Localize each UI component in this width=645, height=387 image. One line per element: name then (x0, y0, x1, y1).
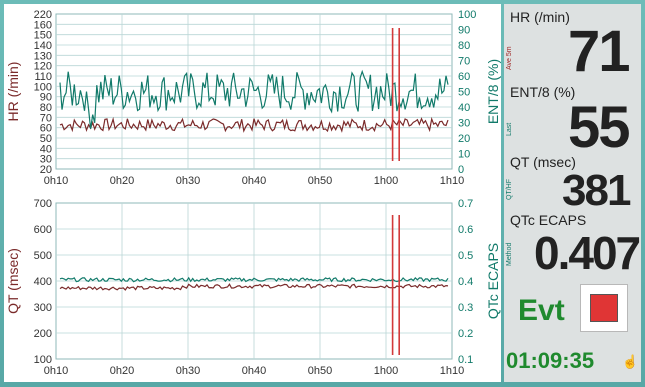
event-red-indicator (590, 294, 618, 322)
x-tick-label: 1h00 (374, 365, 398, 377)
x-tick-label: 0h30 (176, 175, 200, 187)
y-tick-left: 110 (34, 71, 52, 83)
y-tick-right: 30 (458, 118, 470, 130)
y-tick-left: 40 (40, 143, 52, 155)
y-tick-left: 100 (34, 354, 52, 366)
x-tick-label: 0h10 (44, 175, 68, 187)
ent-value: 55 (568, 95, 630, 160)
y-tick-left: 150 (34, 30, 52, 42)
y-tick-left: 100 (34, 81, 52, 93)
y-tick-left: 80 (40, 102, 52, 114)
x-tick-label: 0h20 (110, 175, 134, 187)
y-tick-left: 90 (40, 92, 52, 104)
y-tick-left: 160 (34, 19, 52, 31)
y-axis-label-right: QTc ECAPS (485, 243, 501, 319)
y-tick-right: 0 (458, 164, 464, 176)
x-tick-label: 0h40 (242, 365, 266, 377)
y-tick-right: 20 (458, 133, 470, 145)
y-tick-right: 0.5 (458, 250, 473, 262)
qtc-sub-label: Method (506, 242, 513, 266)
qt-value: 381 (562, 166, 631, 215)
y-tick-right: 0.6 (458, 224, 473, 236)
y-tick-left: 20 (40, 164, 52, 176)
ent-label: ENT/8 (%) (510, 84, 576, 100)
y-tick-right: 70 (458, 56, 470, 68)
y-tick-left: 220 (34, 9, 52, 21)
series-line-hr (59, 116, 449, 133)
y-tick-left: 50 (40, 133, 52, 145)
x-tick-label: 1h00 (374, 175, 398, 187)
qtc-value: 0.407 (534, 227, 641, 279)
y-tick-left: 700 (34, 198, 52, 210)
y-tick-left: 500 (34, 250, 52, 262)
y-tick-left: 60 (40, 123, 52, 135)
y-tick-right: 90 (458, 25, 470, 37)
y-tick-left: 600 (34, 224, 52, 236)
y-tick-right: 0.1 (458, 354, 473, 366)
y-tick-left: 200 (34, 328, 52, 340)
x-tick-label: 0h30 (176, 365, 200, 377)
y-tick-right: 0.2 (458, 328, 473, 340)
x-tick-label: 0h20 (110, 365, 134, 377)
readout-panel: HR (/min) Ave 5m 71 ENT/8 (%) Last 55 QT… (504, 4, 641, 382)
y-tick-right: 80 (458, 40, 470, 52)
hr-value: 71 (568, 19, 630, 84)
trend-charts: 2201601501401301201101009080706050403020… (5, 9, 501, 377)
y-tick-right: 100 (458, 9, 476, 21)
y-tick-left: 300 (34, 302, 52, 314)
y-tick-right: 0.7 (458, 198, 473, 210)
x-tick-label: 0h10 (44, 365, 68, 377)
qt-sub-label: QT/HF (506, 179, 513, 200)
y-axis-label-right: ENT/8 (%) (485, 59, 501, 124)
y-tick-left: 140 (34, 40, 52, 52)
x-tick-label: 1h10 (440, 175, 464, 187)
y-axis-label-left: HR (/min) (5, 62, 21, 122)
y-tick-right: 40 (458, 102, 470, 114)
elapsed-time: 01:09:35 (506, 348, 595, 373)
hr-sub-label: Ave 5m (506, 46, 513, 70)
qt-label: QT (msec) (510, 154, 576, 170)
y-tick-left: 130 (34, 50, 52, 62)
series-line-qt (59, 283, 449, 291)
trend-panel: 220 160 150 140 130 120 110 100 90 80 70 60 50 40 30 20… (4, 4, 501, 382)
y-tick-left: 120 (34, 61, 52, 73)
y-tick-right: 0.4 (458, 276, 473, 288)
y-tick-left: 30 (40, 154, 52, 166)
series-line-ent-8 (59, 69, 449, 129)
x-tick-label: 1h10 (440, 365, 464, 377)
y-tick-right: 50 (458, 87, 470, 99)
event-label: Evt (518, 294, 565, 327)
x-tick-label: 0h50 (308, 175, 332, 187)
event-button[interactable] (580, 284, 628, 332)
hr-label: HR (/min) (510, 9, 570, 25)
y-tick-right: 60 (458, 71, 470, 83)
y-axis-label-left: QT (msec) (5, 248, 21, 314)
y-tick-right: 10 (458, 149, 470, 161)
x-tick-label: 0h40 (242, 175, 266, 187)
y-tick-right: 0.3 (458, 302, 473, 314)
x-tick-label: 0h50 (308, 365, 332, 377)
hand-pointer-icon[interactable]: ☝ (622, 354, 639, 369)
ent-sub-label: Last (506, 122, 513, 136)
y-tick-left: 70 (40, 112, 52, 124)
y-tick-left: 400 (34, 276, 52, 288)
qtc-label: QTc ECAPS (510, 212, 587, 228)
series-line-qtc (59, 276, 449, 283)
